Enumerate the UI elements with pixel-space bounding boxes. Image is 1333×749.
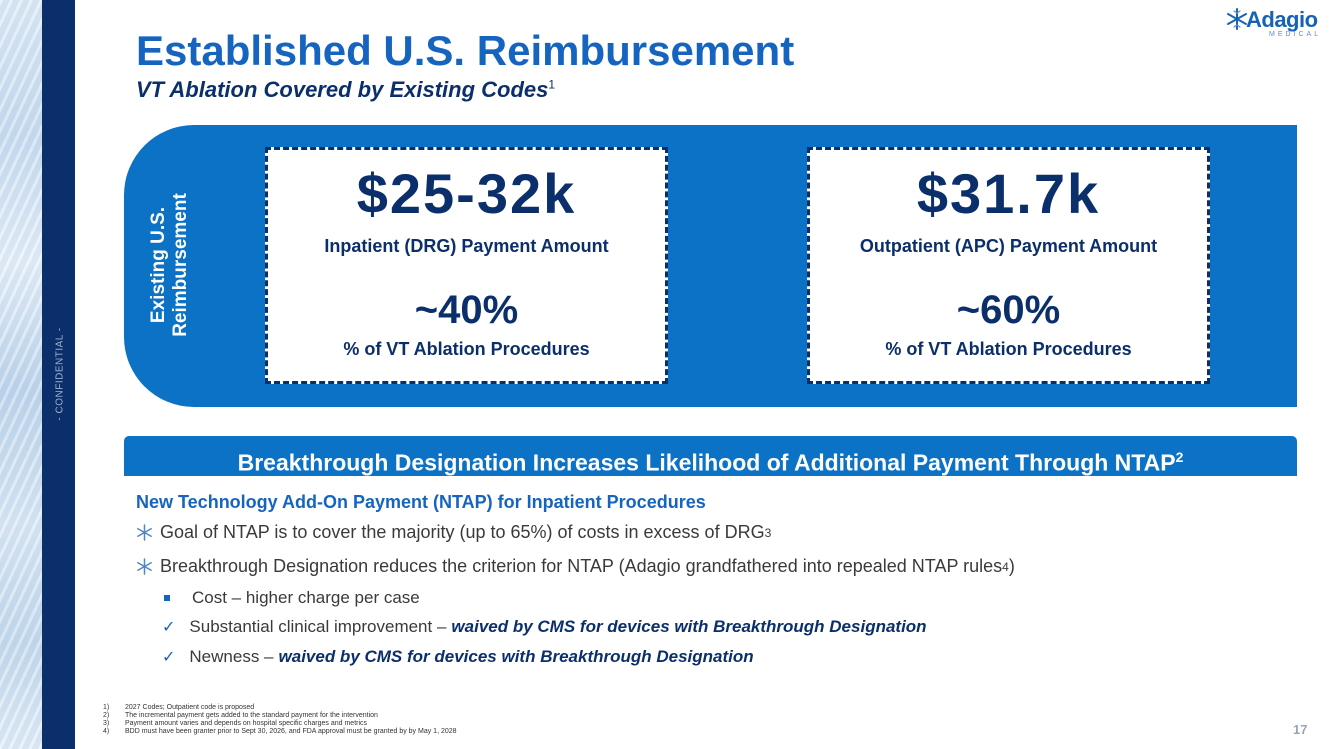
criterion-newness: ✓ Newness – waived by CMS for devices wi… <box>162 647 754 667</box>
inpatient-amount: $25-32k <box>356 162 577 225</box>
inpatient-share-label: % of VT Ablation Procedures <box>343 339 590 359</box>
footnote-text: The incremental payment gets added to th… <box>125 712 378 719</box>
outpatient-card: $31.7k Outpatient (APC) Payment Amount ~… <box>807 147 1210 384</box>
ntap-banner-footnote-ref: 2 <box>1175 449 1184 465</box>
ntap-banner: Breakthrough Designation Increases Likel… <box>124 436 1297 476</box>
ntap-bullet-1-text: Goal of NTAP is to cover the majority (u… <box>160 522 765 542</box>
reimbursement-side-label: Existing U.S. Reimbursement <box>148 193 192 337</box>
logo-wordmark: Adagio <box>1246 7 1318 32</box>
subtitle-footnote-ref: 1 <box>548 77 556 92</box>
side-label-line2: Reimbursement <box>170 193 191 337</box>
page-number: 17 <box>1293 722 1308 737</box>
page-title: Established U.S. Reimbursement <box>136 27 795 74</box>
outpatient-amount: $31.7k <box>916 162 1101 225</box>
footnote-number: 3) <box>103 720 110 727</box>
outpatient-label: Outpatient (APC) Payment Amount <box>859 236 1158 256</box>
ice-texture-background <box>0 0 42 749</box>
subtitle-text: VT Ablation Covered by Existing Codes <box>136 77 549 102</box>
ntap-banner-text: Breakthrough Designation Increases Likel… <box>237 449 1176 476</box>
footnote: 2) The incremental payment gets added to … <box>103 712 457 720</box>
ntap-bullet-1-ref: 3 <box>764 525 772 540</box>
logo-subtext: MEDICAL <box>1269 31 1322 38</box>
criterion-newness-emphasis: waived by CMS for devices with Breakthro… <box>278 647 754 666</box>
footnote: 4) BDD must have been granter prior to Se… <box>103 728 457 736</box>
company-logo: Adagio MEDICAL <box>1226 6 1326 40</box>
criterion-cost: Cost – higher charge per case <box>162 588 420 608</box>
checkmark-icon: ✓ <box>162 619 176 636</box>
ntap-bullet-2: Breakthrough Designation reduces the cri… <box>136 556 1015 577</box>
snowflake-bullet-icon <box>137 524 152 541</box>
outpatient-share: ~60% <box>956 288 1061 332</box>
inpatient-card: $25-32k Inpatient (DRG) Payment Amount ~… <box>265 147 668 384</box>
footnotes: 1) 2027 Codes; Outpatient code is propose… <box>103 704 457 736</box>
inpatient-share: ~40% <box>414 288 519 332</box>
criterion-clinical-improvement: ✓ Substantial clinical improvement – wai… <box>162 617 927 637</box>
side-label-line1: Existing U.S. <box>148 206 169 324</box>
footnote-number: 1) <box>103 704 110 711</box>
square-bullet-icon <box>164 595 170 601</box>
ntap-heading: New Technology Add-On Payment (NTAP) for… <box>136 492 706 512</box>
checkmark-icon: ✓ <box>162 649 176 666</box>
ntap-bullet-1: Goal of NTAP is to cover the majority (u… <box>136 522 771 543</box>
footnote-text: 2027 Codes; Outpatient code is proposed <box>125 704 255 711</box>
criterion-clinical-emphasis: waived by CMS for devices with Breakthro… <box>451 617 927 636</box>
snowflake-icon <box>1227 8 1247 30</box>
footnote-number: 4) <box>103 728 110 735</box>
ntap-bullet-2-text: Breakthrough Designation reduces the cri… <box>160 556 1003 576</box>
ntap-bullet-2-ref: 4 <box>1002 559 1009 574</box>
ntap-bullet-2-end: ) <box>1008 556 1015 576</box>
outpatient-share-label: % of VT Ablation Procedures <box>885 339 1132 359</box>
left-navy-strip <box>42 0 75 749</box>
page-subtitle: VT Ablation Covered by Existing Codes1 <box>136 77 555 103</box>
snowflake-bullet-icon <box>137 558 152 575</box>
footnote-text: BDD must have been granter prior to Sept… <box>125 728 457 735</box>
criterion-cost-text: Cost – higher charge per case <box>192 588 420 607</box>
footnote: 1) 2027 Codes; Outpatient code is propose… <box>103 704 457 712</box>
criterion-newness-text: Newness – <box>189 647 274 666</box>
footnote-number: 2) <box>103 712 110 719</box>
inpatient-label: Inpatient (DRG) Payment Amount <box>324 236 609 256</box>
footnote: 3) Payment amount varies and depends on h… <box>103 720 457 728</box>
criterion-clinical-text: Substantial clinical improvement – <box>189 617 447 636</box>
confidential-label: - CONFIDENTIAL - <box>54 327 66 421</box>
footnote-text: Payment amount varies and depends on hos… <box>125 720 368 727</box>
